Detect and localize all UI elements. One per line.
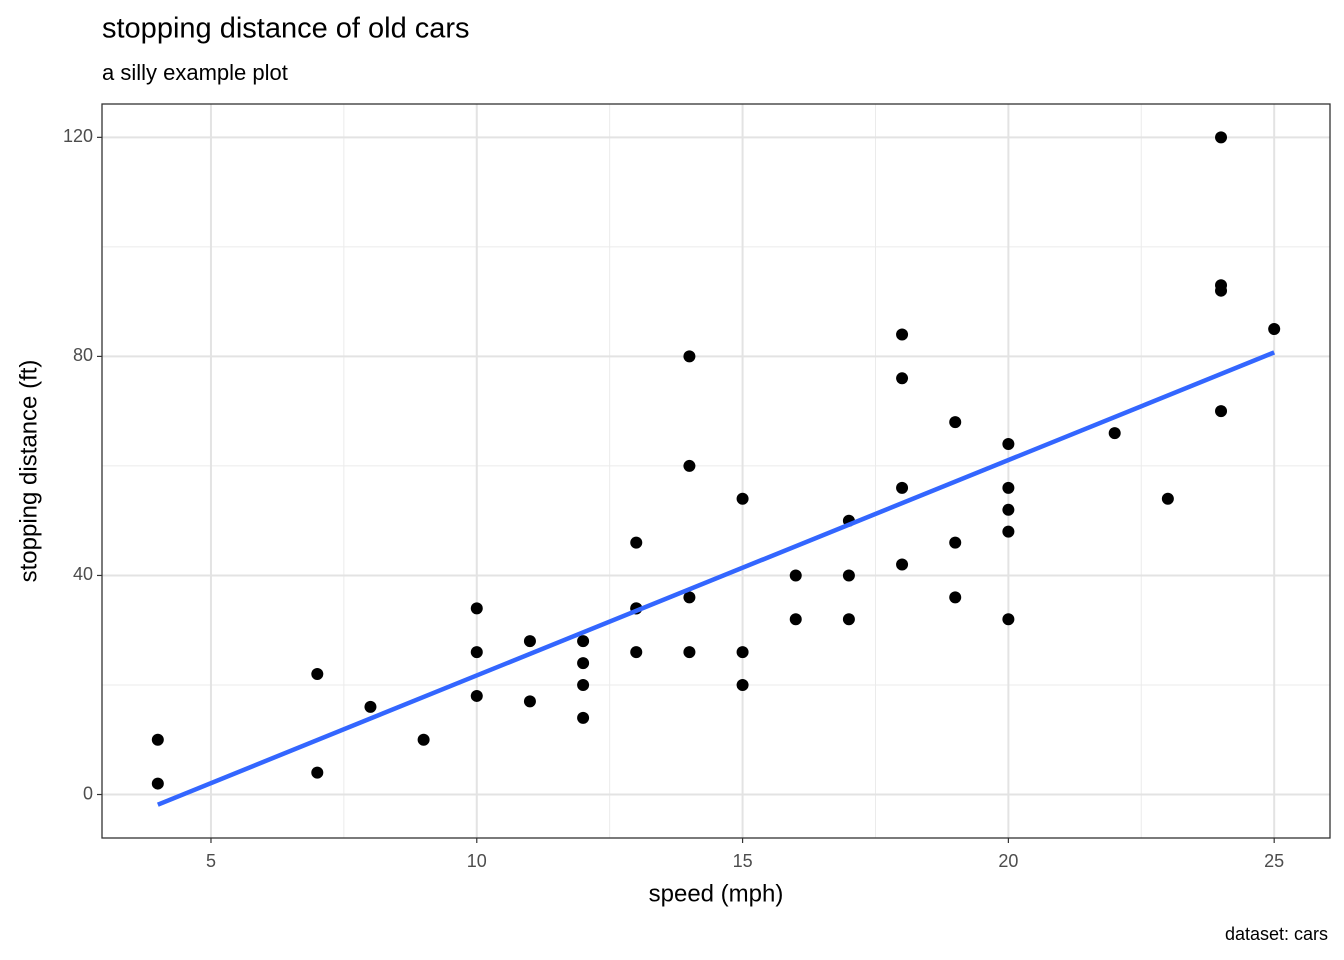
point	[683, 350, 696, 363]
x-tick-label: 25	[1264, 851, 1284, 871]
point	[630, 646, 643, 659]
chart-subtitle: a silly example plot	[102, 60, 288, 85]
point	[577, 678, 590, 691]
point	[470, 646, 483, 659]
point	[1002, 613, 1015, 626]
point	[630, 536, 643, 549]
point	[1161, 492, 1174, 505]
point	[896, 481, 909, 494]
point	[364, 700, 377, 713]
point	[683, 459, 696, 472]
y-tick-label: 40	[73, 564, 93, 584]
point	[417, 733, 430, 746]
point	[523, 635, 536, 648]
point	[577, 711, 590, 724]
point	[842, 569, 855, 582]
point	[1002, 481, 1015, 494]
y-tick-label: 80	[73, 345, 93, 365]
point	[523, 695, 536, 708]
point	[311, 766, 324, 779]
panel-border	[101, 103, 1331, 839]
y-axis-label: stopping distance (ft)	[15, 360, 42, 583]
point	[896, 328, 909, 341]
point	[470, 689, 483, 702]
chart-title: stopping distance of old cars	[102, 13, 470, 45]
caption: dataset: cars	[1225, 924, 1328, 944]
x-tick-label: 20	[998, 851, 1018, 871]
point	[151, 733, 164, 746]
point	[842, 613, 855, 626]
point	[311, 668, 324, 681]
point	[683, 646, 696, 659]
point	[896, 372, 909, 385]
point	[736, 646, 749, 659]
y-tick-label: 0	[83, 783, 93, 803]
point	[683, 591, 696, 604]
x-tick-label: 15	[733, 851, 753, 871]
y-tick-label: 120	[63, 126, 93, 146]
fit-line	[156, 350, 1276, 807]
point	[949, 536, 962, 549]
point	[1215, 405, 1228, 418]
point	[1215, 131, 1228, 144]
point	[896, 558, 909, 571]
point	[1215, 279, 1228, 292]
point	[949, 416, 962, 429]
point	[789, 613, 802, 626]
point	[736, 678, 749, 691]
point	[470, 602, 483, 615]
x-axis-label: speed (mph)	[649, 880, 784, 907]
point	[1002, 503, 1015, 516]
point	[577, 635, 590, 648]
point	[1268, 323, 1281, 336]
point	[151, 777, 164, 790]
x-tick-label: 5	[206, 851, 216, 871]
x-tick-label: 10	[467, 851, 487, 871]
point	[1108, 427, 1121, 440]
point	[736, 492, 749, 505]
point	[949, 591, 962, 604]
grid	[102, 104, 1330, 838]
marks	[151, 131, 1281, 807]
point	[1002, 525, 1015, 538]
point	[1002, 438, 1015, 451]
point	[789, 569, 802, 582]
point	[577, 657, 590, 670]
